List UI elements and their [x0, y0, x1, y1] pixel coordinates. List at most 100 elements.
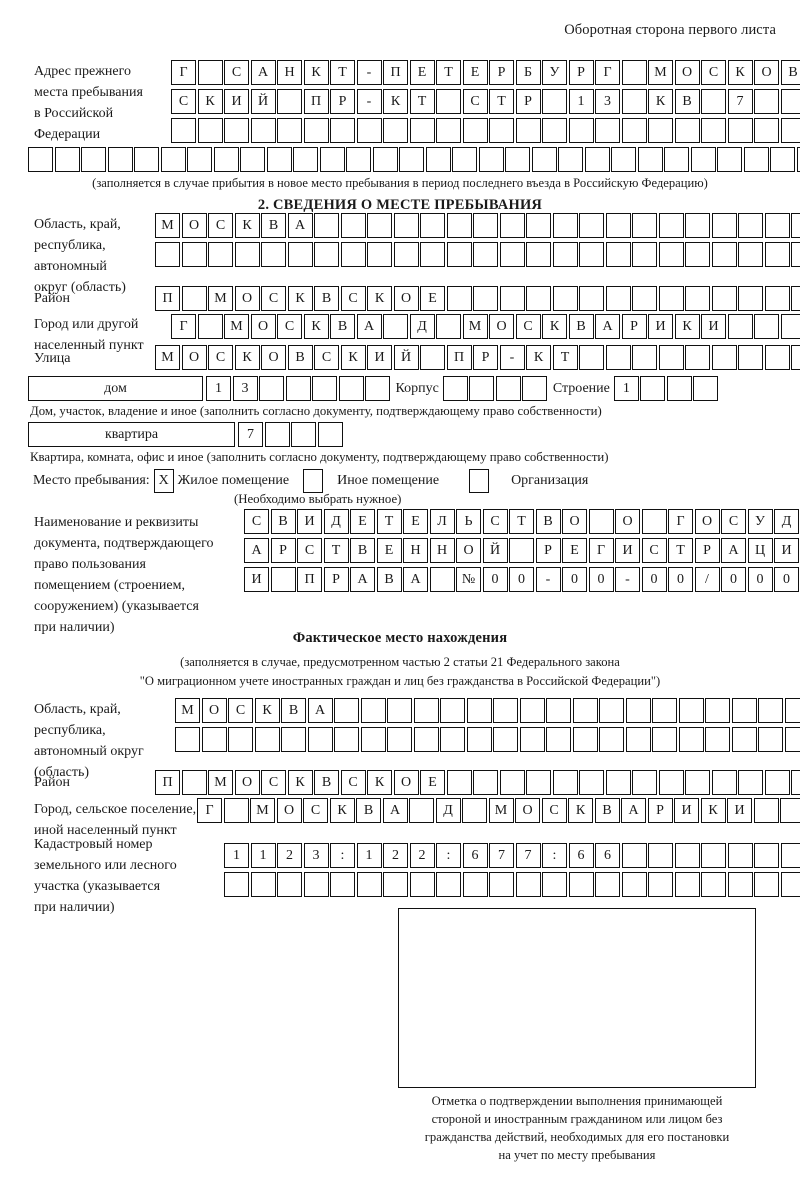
actual-city-cell-8[interactable]	[409, 798, 434, 823]
prev-address-cell-r1-17[interactable]	[621, 60, 647, 85]
prev-address-cell-r1-14[interactable]: У	[542, 60, 567, 85]
document-cell-r1-11[interactable]: В	[535, 509, 561, 534]
district-cell-18[interactable]	[632, 286, 657, 311]
actual-region-cell-r1-4[interactable]: В	[281, 698, 306, 723]
district-cell-15[interactable]	[552, 286, 578, 311]
prev-address-cell-r4-1[interactable]	[54, 147, 80, 172]
korpus-cell-3[interactable]	[522, 376, 548, 401]
street-cell-22[interactable]	[738, 345, 763, 370]
actual-district-cell-8[interactable]: К	[367, 770, 392, 795]
flat-cell-0[interactable]: 7	[238, 422, 263, 447]
korpus-cell-2[interactable]	[495, 376, 521, 401]
korpus-cell-1[interactable]	[469, 376, 495, 401]
actual-region-cell-r2-20[interactable]	[705, 727, 730, 752]
region-cell-r1-7[interactable]	[340, 213, 366, 238]
actual-region-cell-r1-14[interactable]	[546, 698, 571, 723]
actual-region-cell-r2-9[interactable]	[413, 727, 439, 752]
actual-district-cell-19[interactable]	[658, 770, 684, 795]
actual-city-cell-9[interactable]: Д	[435, 798, 461, 823]
city-cell-6[interactable]: В	[330, 314, 355, 339]
document-cell-r3-20[interactable]: 0	[774, 567, 799, 592]
region-cell-r1-10[interactable]	[420, 213, 445, 238]
stroenie-cell-2[interactable]	[666, 376, 692, 401]
actual-district-cell-14[interactable]	[526, 770, 551, 795]
region-cell-r1-21[interactable]	[711, 213, 737, 238]
prev-address-cell-r4-24[interactable]	[664, 147, 689, 172]
prev-address-cell-r2-7[interactable]: -	[356, 89, 382, 114]
actual-region-cell-r2-15[interactable]	[572, 727, 598, 752]
document-cell-r3-14[interactable]: -	[615, 567, 640, 592]
prev-address-cell-r1-16[interactable]: Г	[595, 60, 620, 85]
district-cell-2[interactable]: М	[208, 286, 233, 311]
actual-region-cell-r1-9[interactable]	[413, 698, 439, 723]
city-cell-14[interactable]: К	[542, 314, 567, 339]
document-cell-r3-6[interactable]: А	[403, 567, 428, 592]
street-cell-14[interactable]: К	[526, 345, 551, 370]
region-cell-r2-15[interactable]	[552, 242, 578, 267]
prev-address-cell-r3-7[interactable]	[356, 118, 382, 143]
document-cell-r2-10[interactable]	[509, 538, 534, 563]
flat-cell-3[interactable]	[317, 422, 343, 447]
region-cell-r1-12[interactable]	[473, 213, 498, 238]
document-cell-r2-8[interactable]: О	[456, 538, 481, 563]
actual-region-cell-r1-12[interactable]	[493, 698, 518, 723]
actual-region-cell-r1-2[interactable]: С	[228, 698, 253, 723]
actual-region-cell-r2-7[interactable]	[360, 727, 386, 752]
city-cell-5[interactable]: К	[303, 314, 329, 339]
street-cell-12[interactable]: Р	[473, 345, 498, 370]
region-cell-r2-9[interactable]	[393, 242, 419, 267]
prev-address-cell-r4-20[interactable]	[558, 147, 583, 172]
stroenie-cell-1[interactable]	[640, 376, 666, 401]
prev-address-cell-r1-18[interactable]: М	[648, 60, 673, 85]
cadastral-cell-r2-18[interactable]	[701, 872, 726, 897]
cadastral-cell-r2-14[interactable]	[595, 872, 620, 897]
document-cell-r3-5[interactable]: В	[376, 567, 402, 592]
prev-address-cell-r1-8[interactable]: П	[383, 60, 408, 85]
cadastral-cell-r2-7[interactable]	[409, 872, 435, 897]
prev-address-cell-r4-16[interactable]	[452, 147, 477, 172]
city-cell-12[interactable]: О	[489, 314, 514, 339]
prev-address-cell-r1-22[interactable]: О	[754, 60, 779, 85]
actual-region-cell-r2-18[interactable]	[652, 727, 677, 752]
prev-address-cell-r4-29[interactable]	[796, 147, 800, 172]
prev-address-cell-r3-15[interactable]	[568, 118, 594, 143]
cadastral-cell-r2-8[interactable]	[436, 872, 461, 897]
district-cell-4[interactable]: С	[261, 286, 286, 311]
document-cell-r2-5[interactable]: Е	[376, 538, 402, 563]
region-cell-r1-0[interactable]: М	[155, 213, 180, 238]
cadastral-cell-r2-13[interactable]	[568, 872, 594, 897]
actual-region-cell-r1-7[interactable]	[360, 698, 386, 723]
actual-region-cell-r1-11[interactable]	[466, 698, 492, 723]
prev-address-cell-r1-10[interactable]: Т	[436, 60, 461, 85]
city-cell-1[interactable]	[197, 314, 223, 339]
region-cell-r1-15[interactable]	[552, 213, 578, 238]
cadastral-cell-r2-12[interactable]	[542, 872, 567, 897]
region-cell-r2-1[interactable]	[181, 242, 207, 267]
prev-address-cell-r1-2[interactable]: С	[224, 60, 249, 85]
prev-address-cell-r2-18[interactable]: К	[648, 89, 673, 114]
stroenie-cell-0[interactable]: 1	[613, 376, 639, 401]
document-cell-r1-9[interactable]: С	[482, 509, 508, 534]
district-cell-1[interactable]	[181, 286, 207, 311]
prev-address-cell-r1-11[interactable]: Е	[462, 60, 488, 85]
prev-address-cell-r2-9[interactable]: Т	[409, 89, 435, 114]
cadastral-cell-r2-1[interactable]	[250, 872, 276, 897]
prev-address-cell-r2-12[interactable]: Т	[489, 89, 514, 114]
district-cell-11[interactable]	[446, 286, 472, 311]
city-cell-20[interactable]: И	[701, 314, 726, 339]
document-cell-r1-2[interactable]: И	[297, 509, 322, 534]
actual-district-cell-10[interactable]: Е	[420, 770, 445, 795]
region-cell-r2-3[interactable]	[234, 242, 260, 267]
city-cell-21[interactable]	[727, 314, 753, 339]
actual-district-cell-17[interactable]	[605, 770, 631, 795]
actual-region-cell-r2-5[interactable]	[307, 727, 333, 752]
region-cell-r1-24[interactable]	[791, 213, 800, 238]
document-cell-r3-0[interactable]: И	[244, 567, 269, 592]
document-cell-r3-11[interactable]: -	[535, 567, 561, 592]
actual-region-cell-r2-2[interactable]	[228, 727, 253, 752]
cadastral-cell-r1-9[interactable]: 6	[462, 843, 488, 868]
